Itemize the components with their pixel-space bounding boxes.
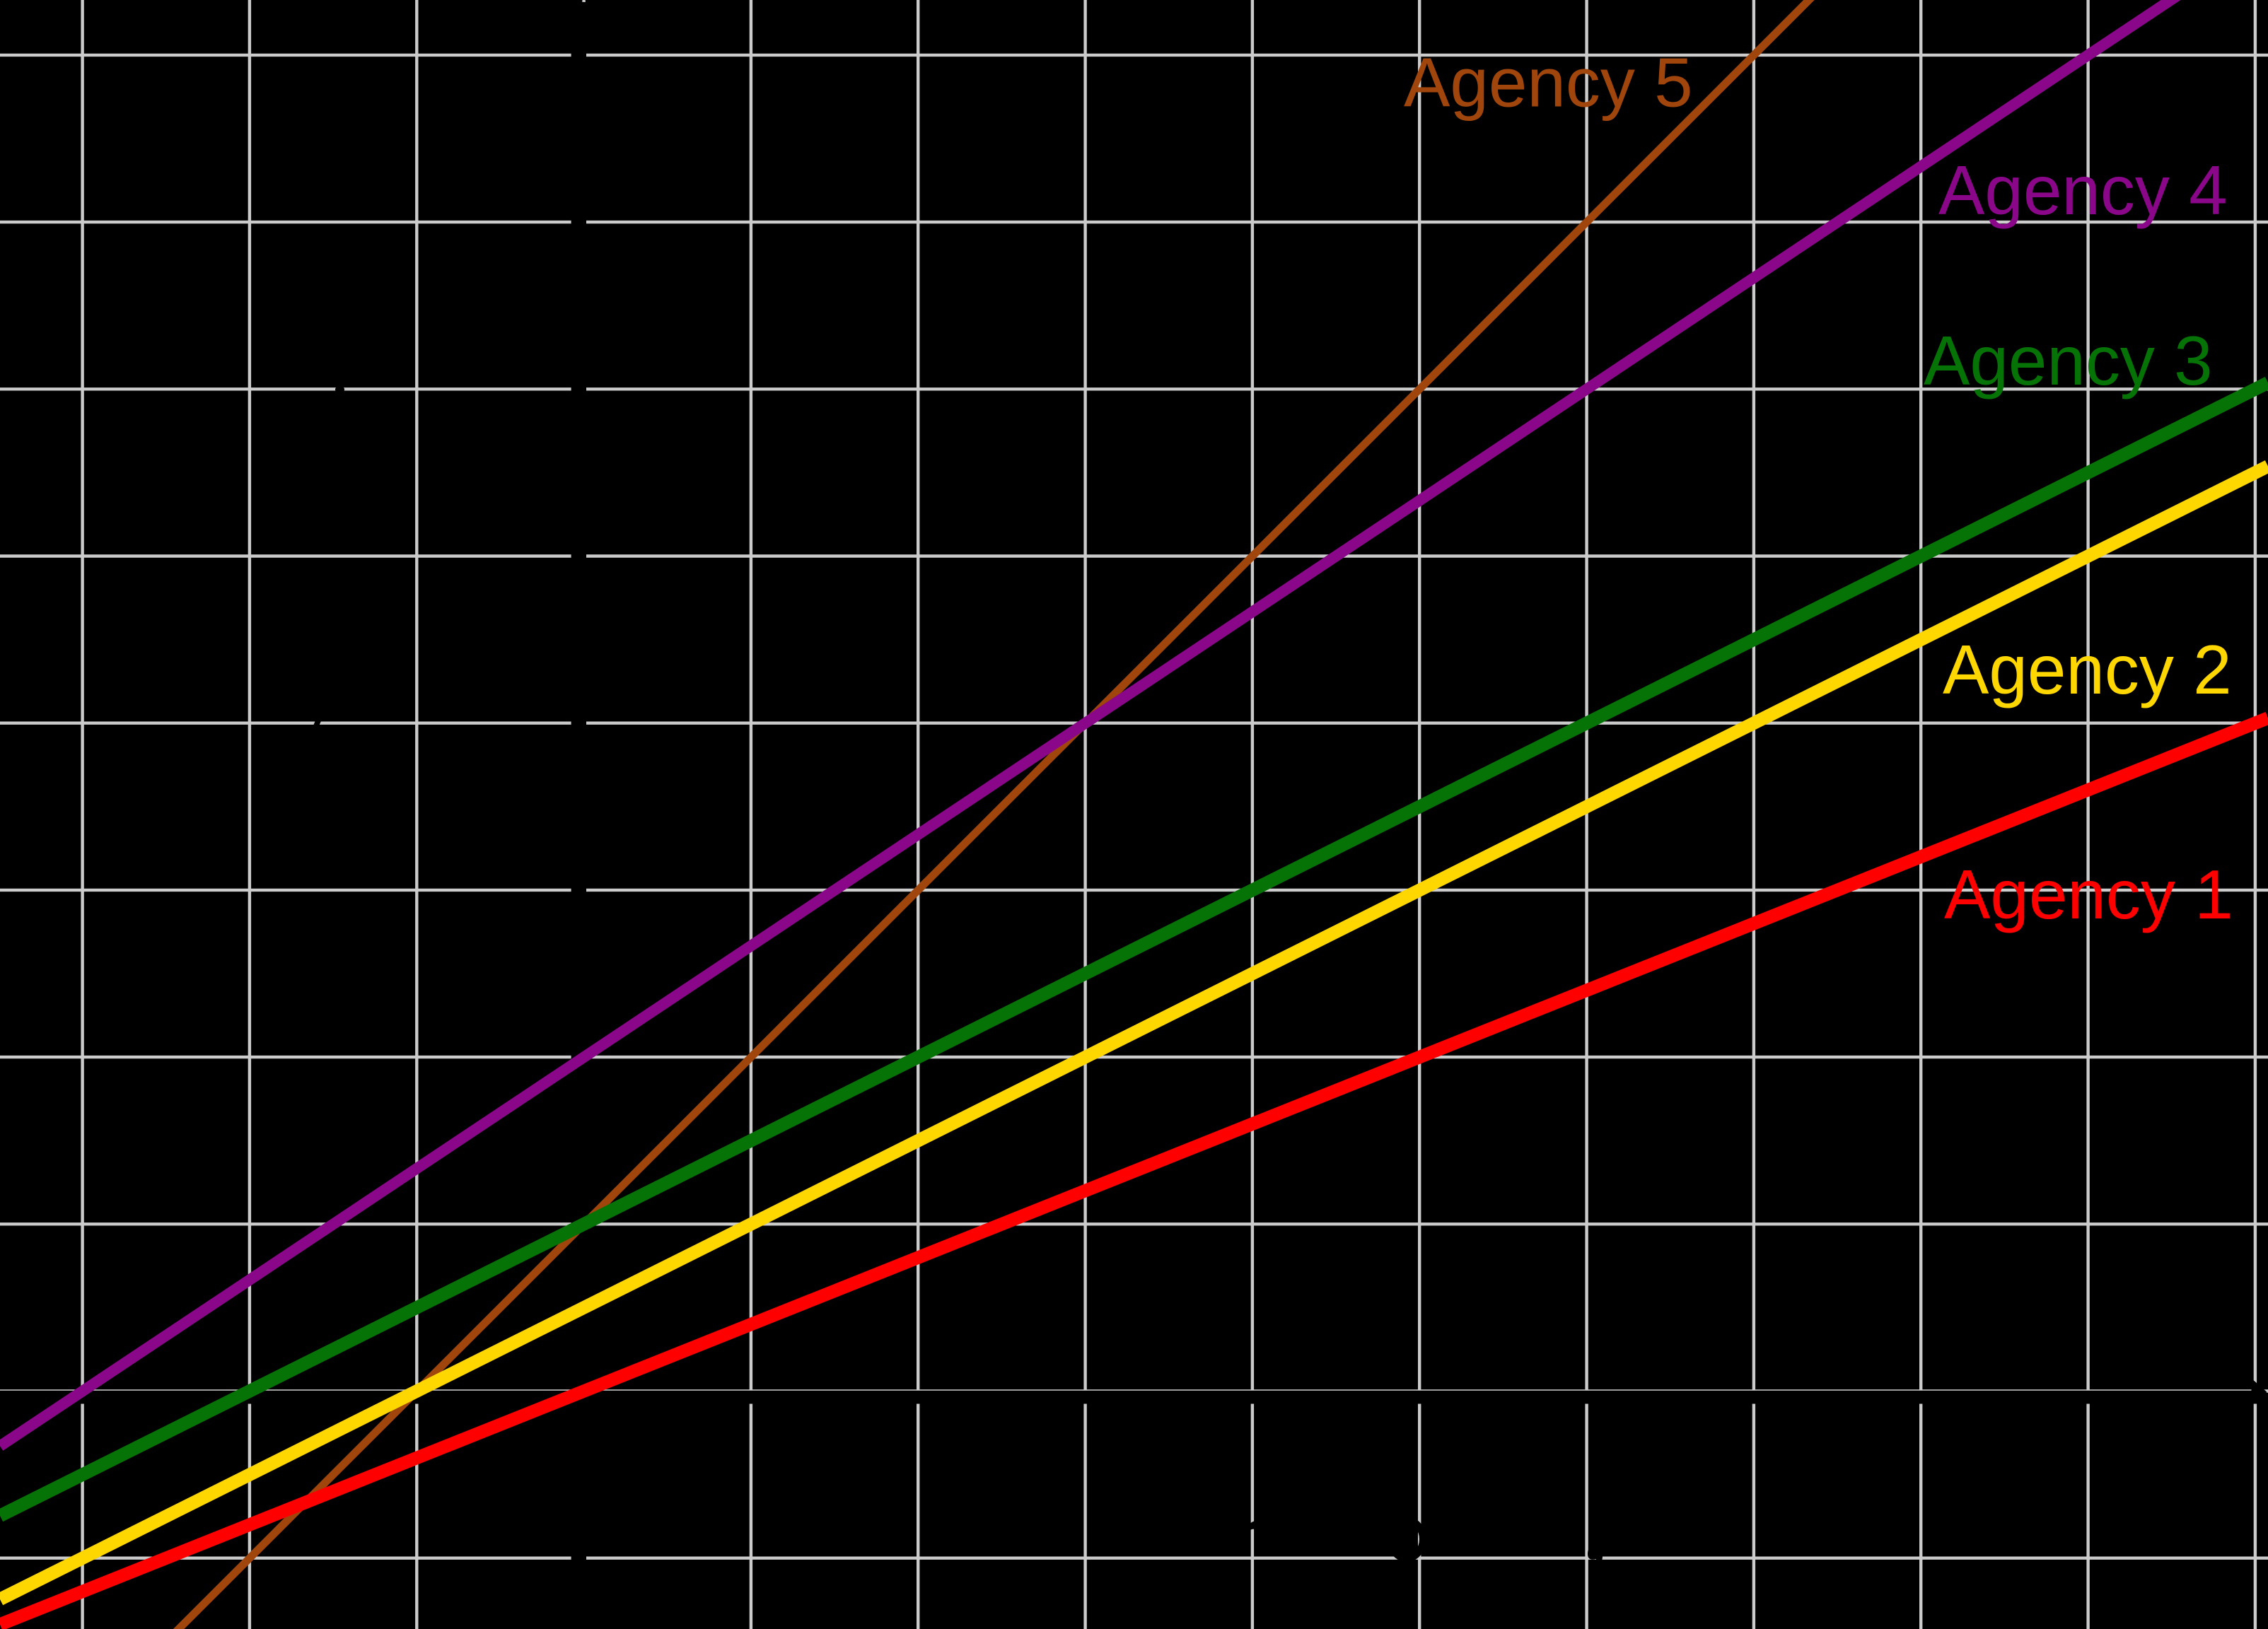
svg-text:Agency 5: Agency 5: [1404, 43, 1693, 121]
svg-text:Agency 3: Agency 3: [1924, 322, 2213, 399]
svg-text:Agency 1: Agency 1: [1944, 856, 2233, 933]
svg-text:Agency 2: Agency 2: [1943, 631, 2232, 708]
svg-text:Agency 4: Agency 4: [1938, 151, 2228, 229]
